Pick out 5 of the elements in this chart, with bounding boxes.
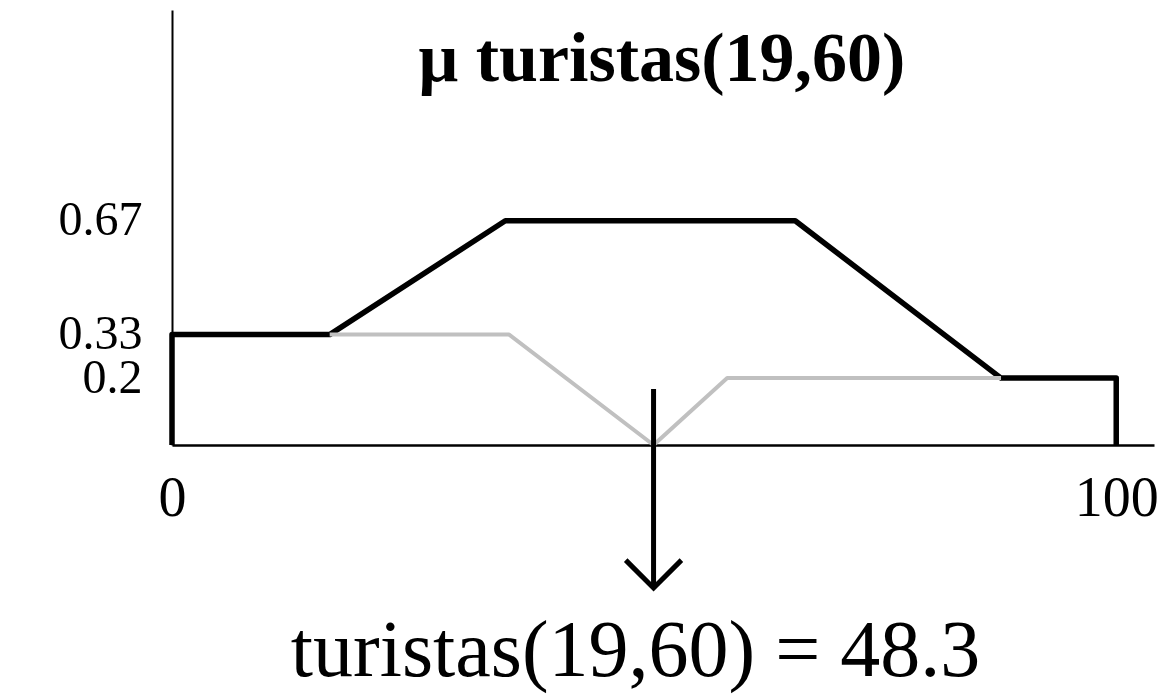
annotation: turistas(19,60) = 48.3 xyxy=(290,605,981,694)
x-tick-label: 100 xyxy=(1074,465,1159,528)
y-axis-title: μ turistas(19,60) xyxy=(418,19,906,96)
y-tick-label: 0.67 xyxy=(58,192,143,246)
x-tick-label: 0 xyxy=(158,465,187,528)
